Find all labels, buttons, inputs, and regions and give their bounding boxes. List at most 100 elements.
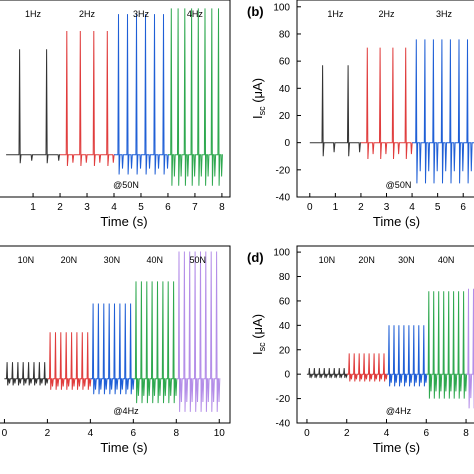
x-tick-label: 5 bbox=[138, 202, 144, 213]
x-tick-label: 4 bbox=[111, 202, 117, 213]
group-label: 40N bbox=[147, 255, 164, 265]
x-tick-label: 4 bbox=[409, 202, 415, 213]
x-axis-title: Time (s) bbox=[100, 440, 147, 455]
y-tick-label: -40 bbox=[276, 193, 291, 204]
series-line-2 bbox=[360, 47, 413, 160]
x-tick-label: 3 bbox=[384, 202, 390, 213]
series-line-3 bbox=[114, 14, 169, 175]
series-line-3 bbox=[90, 303, 135, 395]
panel-label: (d) bbox=[247, 250, 264, 265]
series-line-5 bbox=[466, 288, 474, 409]
group-label: 20N bbox=[61, 255, 78, 265]
series-line-1 bbox=[6, 49, 60, 164]
x-tick-label: 6 bbox=[423, 428, 429, 439]
y-tick-label: -40 bbox=[276, 419, 291, 430]
x-tick-label: 2 bbox=[45, 428, 51, 439]
y-tick-label: -20 bbox=[276, 394, 291, 405]
series-line-1 bbox=[4, 362, 49, 386]
group-label: 10N bbox=[18, 255, 35, 265]
traces bbox=[6, 8, 223, 186]
series-line-4 bbox=[426, 291, 468, 399]
panel-3: 10N 20N 30N 40N 50N 0 2 4 6 8 10 Time (s) @4Hz bbox=[0, 245, 231, 455]
x-tick-label: 0 bbox=[307, 202, 313, 213]
x-tick-label: 7 bbox=[192, 202, 198, 213]
traces bbox=[306, 288, 474, 409]
group-label: 1Hz bbox=[25, 9, 42, 19]
plot-frame bbox=[0, 0, 231, 198]
series-line-2 bbox=[346, 353, 388, 382]
group-label: 4Hz bbox=[187, 9, 204, 19]
x-tick-label: 1 bbox=[333, 202, 339, 213]
plot-frame bbox=[296, 0, 474, 198]
group-label: 30N bbox=[398, 255, 415, 265]
group-label: 30N bbox=[104, 255, 121, 265]
x-tick-label: 4 bbox=[88, 428, 94, 439]
panel-4: 10N 20N 30N 40N 0 2 4 6 8 -40 -20 0 20 40 60 80 100 Time … bbox=[247, 245, 474, 455]
x-tick-label: 6 bbox=[460, 202, 466, 213]
series-line-1 bbox=[309, 65, 361, 157]
y-tick-label: 80 bbox=[279, 272, 291, 283]
plot-frame bbox=[0, 245, 231, 424]
x-tick-label: 2 bbox=[358, 202, 364, 213]
traces bbox=[4, 251, 221, 412]
x-tick-label: 6 bbox=[131, 428, 137, 439]
panel-label: (b) bbox=[247, 4, 264, 19]
y-axis-title: Isc (μA) bbox=[250, 78, 267, 119]
x-tick-label: 4 bbox=[384, 428, 390, 439]
traces bbox=[309, 39, 474, 184]
x-tick-label: 0 bbox=[304, 428, 310, 439]
x-tick-label: 5 bbox=[435, 202, 441, 213]
series-line-3 bbox=[412, 39, 474, 184]
y-axis-symbol: I bbox=[250, 115, 265, 119]
series-line-4 bbox=[133, 281, 178, 404]
group-label: 40N bbox=[438, 255, 455, 265]
x-tick-label: 8 bbox=[463, 428, 469, 439]
x-tick-label: 6 bbox=[165, 202, 171, 213]
condition-annotation: @50N bbox=[113, 180, 139, 190]
series-line-2 bbox=[47, 332, 92, 390]
y-axis-subscript: sc bbox=[257, 342, 267, 352]
y-axis-title: Isc (μA) bbox=[250, 314, 267, 355]
series-line-1 bbox=[306, 368, 348, 379]
x-tick-label: 2 bbox=[344, 428, 350, 439]
x-axis-title: Time (s) bbox=[100, 214, 147, 229]
y-tick-label: 40 bbox=[279, 84, 291, 95]
y-axis-unit: (μA) bbox=[250, 314, 265, 342]
x-tick-label: 0 bbox=[2, 428, 8, 439]
y-axis-subscript: sc bbox=[257, 106, 267, 116]
condition-annotation: @50N bbox=[386, 180, 412, 190]
x-tick-label: 8 bbox=[174, 428, 180, 439]
group-label: 20N bbox=[358, 255, 375, 265]
x-tick-label: 10 bbox=[214, 428, 226, 439]
x-tick-label: 8 bbox=[219, 202, 225, 213]
plot-frame bbox=[296, 245, 474, 424]
panel-2: 1Hz 2Hz 3Hz 0 1 2 3 4 5 6 -40 -20 0 20 40 60 80 100 Time (… bbox=[247, 0, 474, 229]
series-line-2 bbox=[60, 30, 115, 167]
x-tick-label: 2 bbox=[57, 202, 63, 213]
y-tick-label: 100 bbox=[273, 2, 290, 13]
y-tick-label: 40 bbox=[279, 321, 291, 332]
group-label: 3Hz bbox=[436, 9, 453, 19]
series-line-5 bbox=[176, 251, 221, 412]
y-tick-label: 100 bbox=[273, 248, 290, 259]
y-axis-symbol: I bbox=[250, 351, 265, 355]
group-label: 1Hz bbox=[327, 9, 344, 19]
y-tick-label: 60 bbox=[279, 57, 291, 68]
x-axis-title: Time (s) bbox=[373, 214, 420, 229]
x-axis-title: Time (s) bbox=[373, 440, 420, 455]
y-tick-label: 0 bbox=[284, 370, 290, 381]
y-axis-unit: (μA) bbox=[250, 78, 265, 106]
y-tick-label: 80 bbox=[279, 29, 291, 40]
group-label: 2Hz bbox=[79, 9, 96, 19]
x-tick-label: 1 bbox=[30, 202, 36, 213]
y-tick-label: 0 bbox=[284, 138, 290, 149]
group-label: 10N bbox=[319, 255, 336, 265]
y-tick-label: 60 bbox=[279, 296, 291, 307]
group-label: 50N bbox=[190, 255, 207, 265]
group-label: 3Hz bbox=[133, 9, 150, 19]
y-tick-label: -20 bbox=[276, 165, 291, 176]
condition-annotation: @4Hz bbox=[113, 406, 139, 416]
group-label: 2Hz bbox=[378, 9, 395, 19]
series-line-3 bbox=[386, 325, 428, 387]
